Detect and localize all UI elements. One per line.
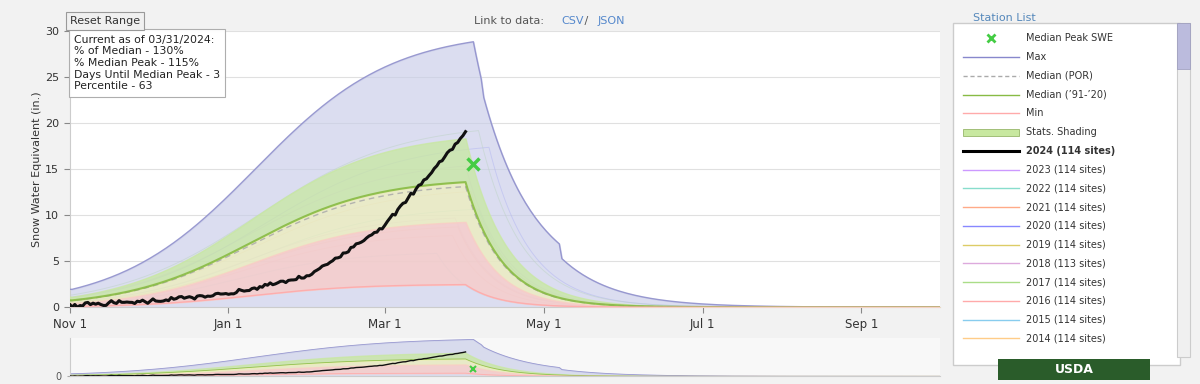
Text: 2017 (114 sites): 2017 (114 sites) [1026,277,1106,287]
Bar [1177,23,1190,69]
Bar [1177,23,1190,357]
Y-axis label: Snow Water Equivalent (in.): Snow Water Equivalent (in.) [32,91,42,247]
Text: 2015 (114 sites): 2015 (114 sites) [1026,314,1106,324]
Text: Max: Max [1026,52,1046,62]
Text: Min: Min [1026,108,1044,118]
FancyBboxPatch shape [953,23,1180,365]
Text: Median Peak SWE: Median Peak SWE [1026,33,1114,43]
Text: 2020 (114 sites): 2020 (114 sites) [1026,221,1106,231]
Text: 2019 (114 sites): 2019 (114 sites) [1026,240,1106,250]
Text: 2024 (114 sites): 2024 (114 sites) [1026,146,1115,156]
Text: /: / [581,16,592,26]
Text: Reset Range: Reset Range [70,16,139,26]
Text: 2023 (114 sites): 2023 (114 sites) [1026,165,1106,175]
Text: CSV: CSV [562,16,584,26]
Text: Median (POR): Median (POR) [1026,71,1093,81]
Text: 2022 (114 sites): 2022 (114 sites) [1026,184,1106,194]
Text: Link to data:: Link to data: [474,16,547,26]
Text: USDA: USDA [1055,363,1093,376]
Text: JSON: JSON [598,16,625,26]
Text: 2016 (114 sites): 2016 (114 sites) [1026,296,1106,306]
Text: Median (’91-’20): Median (’91-’20) [1026,89,1106,99]
Text: 2018 (113 sites): 2018 (113 sites) [1026,258,1106,268]
Text: 2014 (114 sites): 2014 (114 sites) [1026,333,1106,343]
Bar [998,359,1150,380]
Text: Current as of 03/31/2024:
% of Median - 130%
% Median Peak - 115%
Days Until Med: Current as of 03/31/2024: % of Median - … [74,35,220,91]
Text: Station List: Station List [973,13,1036,23]
Text: 2021 (114 sites): 2021 (114 sites) [1026,202,1106,212]
Bar [964,129,1019,136]
Text: Stats. Shading: Stats. Shading [1026,127,1097,137]
